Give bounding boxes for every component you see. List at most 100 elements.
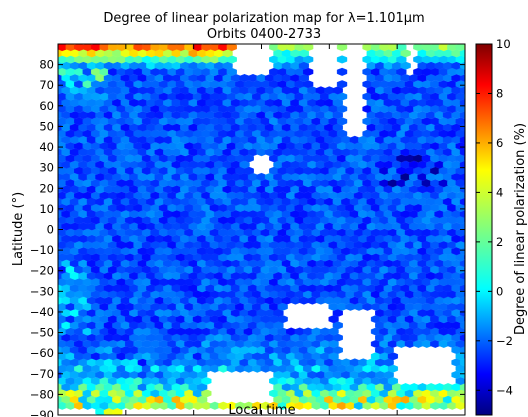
y-tick-label: −10 <box>30 243 54 257</box>
heatmap-cell <box>459 49 465 58</box>
heatmap-cell <box>455 154 465 163</box>
heatmap-cell <box>459 197 465 206</box>
heatmap-cell <box>464 156 465 161</box>
heatmap-cell <box>464 304 465 310</box>
heatmap-cell <box>464 143 465 149</box>
heatmap-cell <box>387 376 398 386</box>
heatmap-cell <box>303 80 314 89</box>
heatmap-cell <box>459 395 465 404</box>
heatmap-cell <box>336 55 348 64</box>
y-tick-label: 50 <box>39 119 54 133</box>
y-axis-label: Latitude (°) <box>11 192 26 266</box>
heatmap-cell <box>328 339 339 348</box>
colorbar-tick-label: 6 <box>496 136 503 150</box>
y-tick-label: 0 <box>47 223 54 237</box>
heatmap-cell <box>459 247 465 256</box>
heatmap-cell <box>459 308 465 318</box>
chart-title-line1: Degree of linear polarization map for λ=… <box>103 11 424 26</box>
heatmap-cell <box>464 193 465 198</box>
heatmap-cell <box>464 168 465 174</box>
y-tick-label: −80 <box>30 387 54 401</box>
heatmap-cell <box>455 339 465 348</box>
heatmap-cell <box>464 403 465 409</box>
colorbar-tick-label: 2 <box>496 235 503 249</box>
heatmap-cell <box>455 44 465 52</box>
heatmap-cell <box>455 376 465 386</box>
heatmap-cell <box>459 172 465 182</box>
heatmap-cell <box>459 135 465 144</box>
y-tick-label: 70 <box>39 78 54 92</box>
heatmap-cell <box>459 111 465 120</box>
heatmap-cell <box>277 302 288 311</box>
heatmap-cell <box>336 117 348 126</box>
heatmap-cell <box>459 333 465 342</box>
heatmap-cell <box>464 279 465 285</box>
y-tick-label: −60 <box>30 346 54 360</box>
heatmap-cell <box>464 267 465 273</box>
heatmap-cell <box>459 234 465 243</box>
colorbar-tick-label: 0 <box>496 284 503 298</box>
heatmap-cell <box>459 271 465 280</box>
heatmap-cell <box>455 265 465 274</box>
heatmap-cell <box>464 390 465 396</box>
heatmap-cell <box>459 345 465 355</box>
heatmap-cells <box>58 44 465 415</box>
colorbar-tick-label: 10 <box>496 37 511 51</box>
heatmap-cell <box>464 353 465 359</box>
y-tick-label: −70 <box>30 367 54 381</box>
y-tick-label: −40 <box>30 305 54 319</box>
heatmap-cell <box>459 259 465 268</box>
heatmap-cell <box>464 230 465 235</box>
heatmap-cell <box>464 378 465 384</box>
heatmap-cell <box>464 44 465 50</box>
heatmap-cell <box>459 86 465 95</box>
heatmap-cell <box>464 69 465 75</box>
y-tick-label: −20 <box>30 264 54 278</box>
heatmap-cell <box>459 61 465 70</box>
chart-title-line2: Orbits 0400-2733 <box>207 27 321 42</box>
y-tick-label: 20 <box>39 181 54 195</box>
heatmap-cell <box>396 44 407 52</box>
heatmap-cell <box>464 205 465 211</box>
heatmap-cell <box>455 228 465 237</box>
colorbar-tick-label: −4 <box>496 383 513 397</box>
heatmap-cell <box>459 321 465 330</box>
y-axis: −90 −80 −70 −60 −50 −40 −30 −20 −10 0 10 20 30 40 50 60… <box>30 58 465 417</box>
heatmap-cell <box>464 292 465 297</box>
y-tick-label: 10 <box>39 202 54 216</box>
heatmap-cell <box>459 98 465 107</box>
colorbar-axis: −4 −2 0 2 4 6 8 10 <box>476 37 513 397</box>
heatmap-cell <box>459 148 465 157</box>
heatmap-cell <box>336 44 348 52</box>
heatmap-cell <box>336 67 348 76</box>
heatmap-cell <box>243 154 254 163</box>
heatmap-cell <box>464 366 465 372</box>
chart-title: Degree of linear polarization map for λ=… <box>103 11 424 42</box>
heatmap-cell <box>464 316 465 322</box>
colorbar-tick-label: −2 <box>496 334 513 348</box>
heatmap-cell <box>226 44 237 52</box>
heatmap-cell <box>464 81 465 87</box>
colorbar-tick-label: 4 <box>496 185 503 199</box>
heatmap-cell <box>455 191 465 200</box>
heatmap-cell <box>459 123 465 132</box>
heatmap-cell <box>459 296 465 305</box>
colorbar <box>475 43 493 416</box>
colorbar-label: Degree of linear polarization (%) <box>513 123 528 335</box>
heatmap-cell <box>459 209 465 219</box>
heatmap-cell <box>303 44 314 52</box>
heatmap-cell <box>464 254 465 260</box>
heatmap-cell <box>459 370 465 379</box>
heatmap-cell <box>464 131 465 137</box>
heatmap-cell <box>201 376 212 386</box>
heatmap-cell <box>464 94 465 99</box>
y-tick-label: −90 <box>30 408 54 417</box>
y-tick-label: 60 <box>39 99 54 113</box>
heatmap-cell <box>459 73 465 83</box>
y-tick-label: 30 <box>39 161 54 175</box>
x-axis-label: Local time <box>228 403 295 417</box>
heatmap-cell <box>464 106 465 112</box>
heatmap-cell <box>464 341 465 347</box>
heatmap-cell <box>459 383 465 392</box>
